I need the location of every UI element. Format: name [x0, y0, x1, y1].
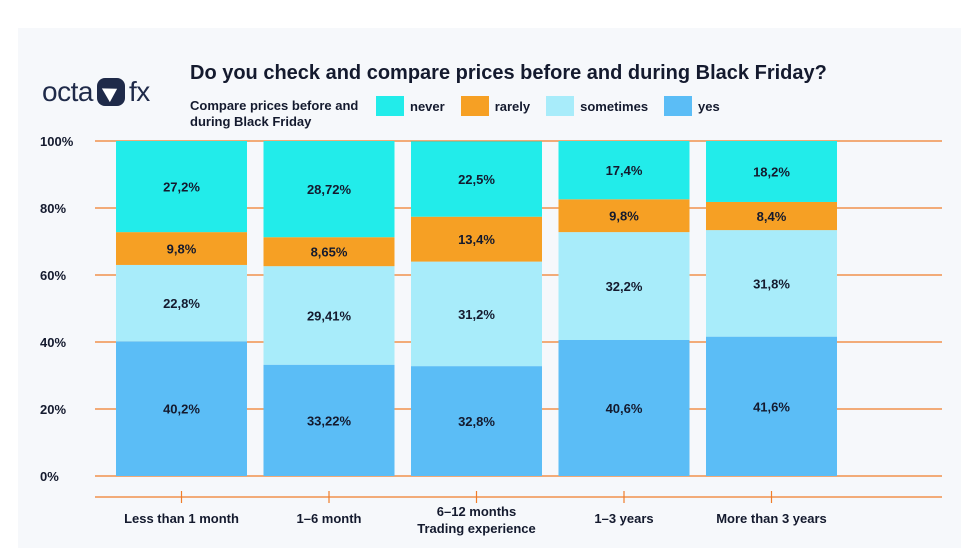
data-label: 28,72%: [307, 182, 352, 197]
legend-swatch: [664, 96, 693, 116]
data-label: 31,8%: [753, 276, 790, 291]
logo-text-right: fx: [128, 76, 150, 107]
data-label: 22,5%: [458, 172, 495, 187]
bar-segment-yes: [411, 366, 542, 476]
chart-title: Do you check and compare prices before a…: [190, 62, 827, 84]
legend-title: Compare prices before and during Black F…: [190, 98, 359, 129]
logo-text-left: octa: [42, 76, 93, 107]
legend-item-yes: yes: [664, 96, 720, 116]
bar-segment-rarely: [263, 237, 395, 267]
bar-segment-rarely: [558, 199, 690, 233]
legend-item-rarely: rarely: [460, 96, 531, 116]
bar-segment-yes: [263, 364, 395, 476]
y-tick-label: 0%: [40, 469, 59, 484]
legend-label: rarely: [494, 98, 531, 114]
bar-segment-sometimes: [116, 264, 247, 342]
x-tick-label: 1–3 years: [594, 511, 653, 526]
brand-logo: octa fx: [42, 76, 150, 108]
y-tick-label: 80%: [40, 201, 66, 216]
x-tick-label: 6–12 months: [437, 504, 516, 519]
bar-segment-sometimes: [706, 230, 837, 337]
bar-segment-yes: [116, 341, 247, 476]
data-label: 8,65%: [311, 245, 348, 260]
data-label: 9,8%: [609, 209, 639, 224]
data-label: 32,2%: [606, 279, 643, 294]
legend-label: never: [410, 98, 445, 114]
data-label: 40,2%: [163, 402, 200, 417]
bar-segment-sometimes: [411, 261, 542, 367]
data-label: 32,8%: [458, 414, 495, 429]
bar-segment-yes: [706, 336, 837, 476]
bar-segment-rarely: [706, 201, 837, 231]
data-label: 41,6%: [753, 399, 790, 414]
bar-segment-never: [263, 141, 395, 238]
x-tick-label: Less than 1 month: [124, 511, 239, 526]
y-tick-label: 60%: [40, 268, 66, 283]
legend-swatch: [376, 96, 404, 116]
bar-segment-sometimes: [263, 266, 395, 365]
legend-swatch: [460, 96, 489, 116]
data-label: 17,4%: [606, 163, 643, 178]
logo-arrow-icon: [96, 78, 125, 106]
data-label: 33,22%: [307, 413, 352, 428]
data-label: 9,8%: [167, 242, 197, 257]
legend-label: sometimes: [580, 98, 649, 114]
bar-segment-never: [706, 141, 837, 202]
legend-label: yes: [698, 98, 720, 114]
data-label: 22,8%: [163, 296, 200, 311]
bar-segment-sometimes: [558, 232, 690, 340]
data-label: 29,41%: [307, 308, 352, 323]
y-tick-label: 20%: [40, 402, 66, 417]
legend-item-never: never: [376, 96, 445, 116]
x-tick-label: 1–6 month: [296, 511, 361, 526]
data-label: 13,4%: [458, 232, 495, 247]
legend-item-sometimes: sometimes: [546, 96, 648, 116]
x-tick-label: More than 3 years: [716, 511, 827, 526]
data-label: 8,4%: [757, 209, 787, 224]
data-label: 31,2%: [458, 307, 495, 322]
data-label: 27,2%: [163, 180, 200, 195]
data-label: 18,2%: [753, 164, 790, 179]
bar-segment-never: [558, 141, 690, 200]
bar-segment-never: [411, 141, 542, 217]
legend-swatch: [546, 96, 575, 116]
chart-legend: never rarely sometimes yes: [376, 96, 720, 116]
data-label: 40,6%: [606, 401, 643, 416]
y-tick-label: 100%: [40, 134, 74, 149]
bar-segment-yes: [558, 339, 690, 476]
bar-segment-never: [116, 141, 247, 233]
y-tick-label: 40%: [40, 335, 66, 350]
bar-segment-rarely: [411, 216, 542, 262]
x-axis-title: Trading experience: [417, 521, 536, 536]
bar-segment-rarely: [116, 232, 247, 265]
